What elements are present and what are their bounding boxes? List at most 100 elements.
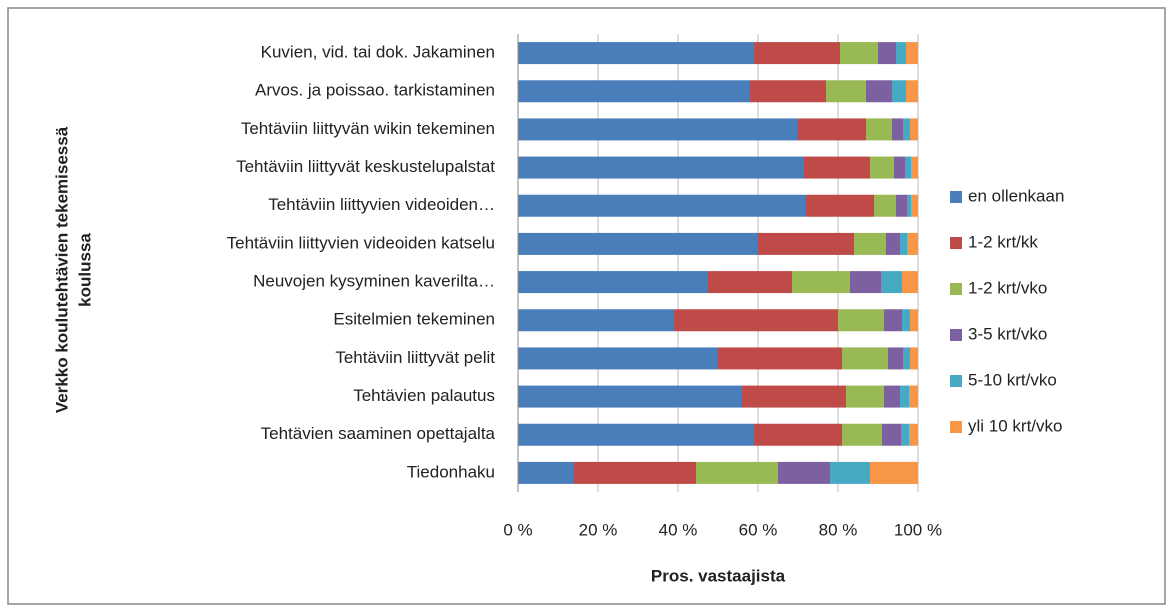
bar-segment [909, 385, 918, 408]
bar-segment [518, 194, 806, 217]
bar-segment [866, 80, 892, 103]
y-axis-title: koulussa [75, 233, 94, 307]
bar-segment [901, 423, 909, 446]
y-tick-label: Tehtäviin liittyvät keskustelupalstat [236, 157, 495, 176]
bar-segment [888, 347, 903, 370]
legend-swatch [950, 191, 962, 203]
bar-segment [866, 118, 892, 141]
bar-segment [906, 42, 918, 65]
x-tick-label: 20 % [579, 520, 618, 539]
bar-segment [903, 347, 910, 370]
bar-segment [758, 232, 854, 255]
bar-segment [742, 385, 846, 408]
legend-swatch [950, 329, 962, 341]
bar-segment [902, 271, 918, 294]
x-tick-label: 100 % [894, 520, 942, 539]
bar-segment [900, 232, 907, 255]
bar-segment [884, 385, 900, 408]
bar-segment [840, 42, 878, 65]
bar-segment [750, 80, 826, 103]
bar-segment [842, 347, 888, 370]
bar-segment [696, 461, 778, 484]
bar-segment [674, 309, 838, 332]
bar-segment [842, 423, 882, 446]
bar-segment [881, 271, 902, 294]
bar-segment [870, 461, 918, 484]
chart-frame [7, 7, 1166, 605]
bar-segment [892, 80, 906, 103]
bar-segment [708, 271, 792, 294]
x-axis-title: Pros. vastaajista [651, 566, 786, 585]
bar-segment [754, 423, 842, 446]
legend-label: 3-5 krt/vko [968, 324, 1047, 343]
bar-segment [518, 118, 798, 141]
bar-segment [896, 194, 907, 217]
bar-segment [826, 80, 866, 103]
bar-segment [518, 80, 750, 103]
legend-label: 1-2 krt/kk [968, 232, 1038, 251]
bar-segment [574, 461, 696, 484]
bar-segment [902, 309, 910, 332]
y-tick-label: Esitelmien tekeminen [333, 310, 495, 329]
legend-swatch [950, 375, 962, 387]
bar-segment [892, 118, 903, 141]
bar-segment [910, 347, 918, 370]
legend-swatch [950, 237, 962, 249]
bar-segment [804, 156, 870, 179]
y-tick-label: Neuvojen kysyminen kaverilta… [253, 272, 495, 291]
y-tick-label: Tehtäviin liittyvät pelit [335, 348, 495, 367]
bar-segment [911, 194, 918, 217]
bar-segment [910, 309, 918, 332]
bar-segment [518, 385, 742, 408]
bar-segment [518, 347, 718, 370]
legend-label: 5-10 krt/vko [968, 370, 1057, 389]
bar-segment [850, 271, 881, 294]
bar-segment [903, 118, 910, 141]
bar-segment [518, 156, 804, 179]
bar-segment [806, 194, 874, 217]
bar-segment [718, 347, 842, 370]
bar-segment [870, 156, 894, 179]
bar-segment [907, 232, 918, 255]
legend-label: yli 10 krt/vko [968, 416, 1062, 435]
bar-segment [910, 118, 918, 141]
bar-segment [518, 423, 754, 446]
y-tick-label: Tehtävien palautus [353, 386, 495, 405]
y-tick-label: Tehtäviin liittyvien videoiden katselu [227, 233, 495, 252]
x-tick-label: 0 % [503, 520, 532, 539]
bar-segment [518, 461, 574, 484]
legend-label: en ollenkaan [968, 186, 1064, 205]
legend-swatch [950, 283, 962, 295]
bar-segment [900, 385, 909, 408]
bar-segment [830, 461, 870, 484]
bar-segment [518, 271, 708, 294]
bar-segment [896, 42, 906, 65]
bar-segment [518, 309, 674, 332]
bar-segment [798, 118, 866, 141]
bar-segment [518, 232, 758, 255]
legend-swatch [950, 421, 962, 433]
bar-segment [754, 42, 840, 65]
bar-segment [778, 461, 830, 484]
bar-segment [792, 271, 850, 294]
y-tick-label: Arvos. ja poissao. tarkistaminen [255, 81, 495, 100]
x-tick-label: 80 % [819, 520, 858, 539]
y-tick-label: Kuvien, vid. tai dok. Jakaminen [261, 43, 495, 62]
bar-segment [894, 156, 905, 179]
bar-segment [854, 232, 886, 255]
y-tick-label: Tehtävien saaminen opettajalta [261, 424, 496, 443]
bar-segment [846, 385, 884, 408]
bar-segment [838, 309, 884, 332]
bar-segment [518, 42, 754, 65]
bar-segment [905, 156, 911, 179]
bar-segment [907, 194, 911, 217]
y-tick-label: Tehtäviin liittyvien videoiden… [268, 195, 495, 214]
x-tick-label: 60 % [739, 520, 778, 539]
bar-segment [884, 309, 902, 332]
bar-segment [882, 423, 901, 446]
bar-segment [911, 156, 918, 179]
x-tick-label: 40 % [659, 520, 698, 539]
bar-segment [886, 232, 900, 255]
legend-label: 1-2 krt/vko [968, 278, 1047, 297]
